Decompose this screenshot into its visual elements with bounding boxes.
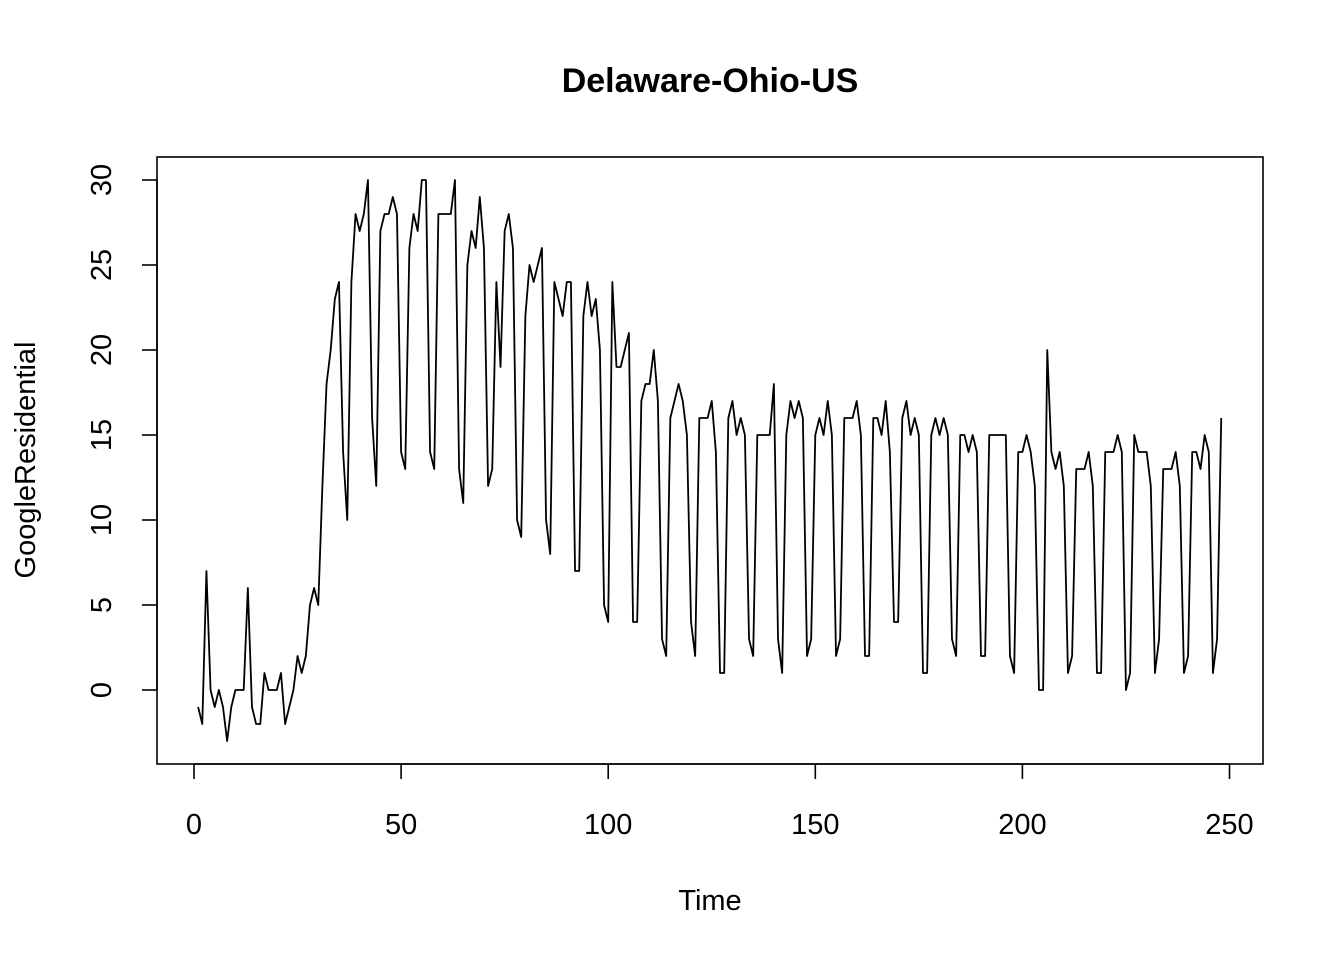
y-tick-label: 10 <box>86 504 118 536</box>
x-tick-label: 50 <box>385 809 417 841</box>
series-line <box>197 179 1223 742</box>
x-tick-label: 0 <box>186 809 202 841</box>
x-axis-label: Time <box>678 885 741 917</box>
x-tick-label: 200 <box>998 809 1046 841</box>
y-axis-label: GoogleResidential <box>10 342 42 579</box>
y-tick-label: 0 <box>86 682 118 698</box>
x-tick-label: 150 <box>791 809 839 841</box>
y-tick-label: 25 <box>86 249 118 281</box>
y-tick-label: 15 <box>86 419 118 451</box>
x-tick-label: 100 <box>584 809 632 841</box>
x-axis: 0 50 100 150 200 250 <box>186 763 1254 841</box>
y-tick-label: 30 <box>86 164 118 196</box>
y-tick-label: 5 <box>86 597 118 613</box>
chart-title: Delaware-Ohio-US <box>562 62 859 100</box>
x-tick-label: 250 <box>1205 809 1253 841</box>
y-axis: 0 5 10 15 20 25 30 <box>86 164 158 698</box>
y-tick-label: 20 <box>86 334 118 366</box>
